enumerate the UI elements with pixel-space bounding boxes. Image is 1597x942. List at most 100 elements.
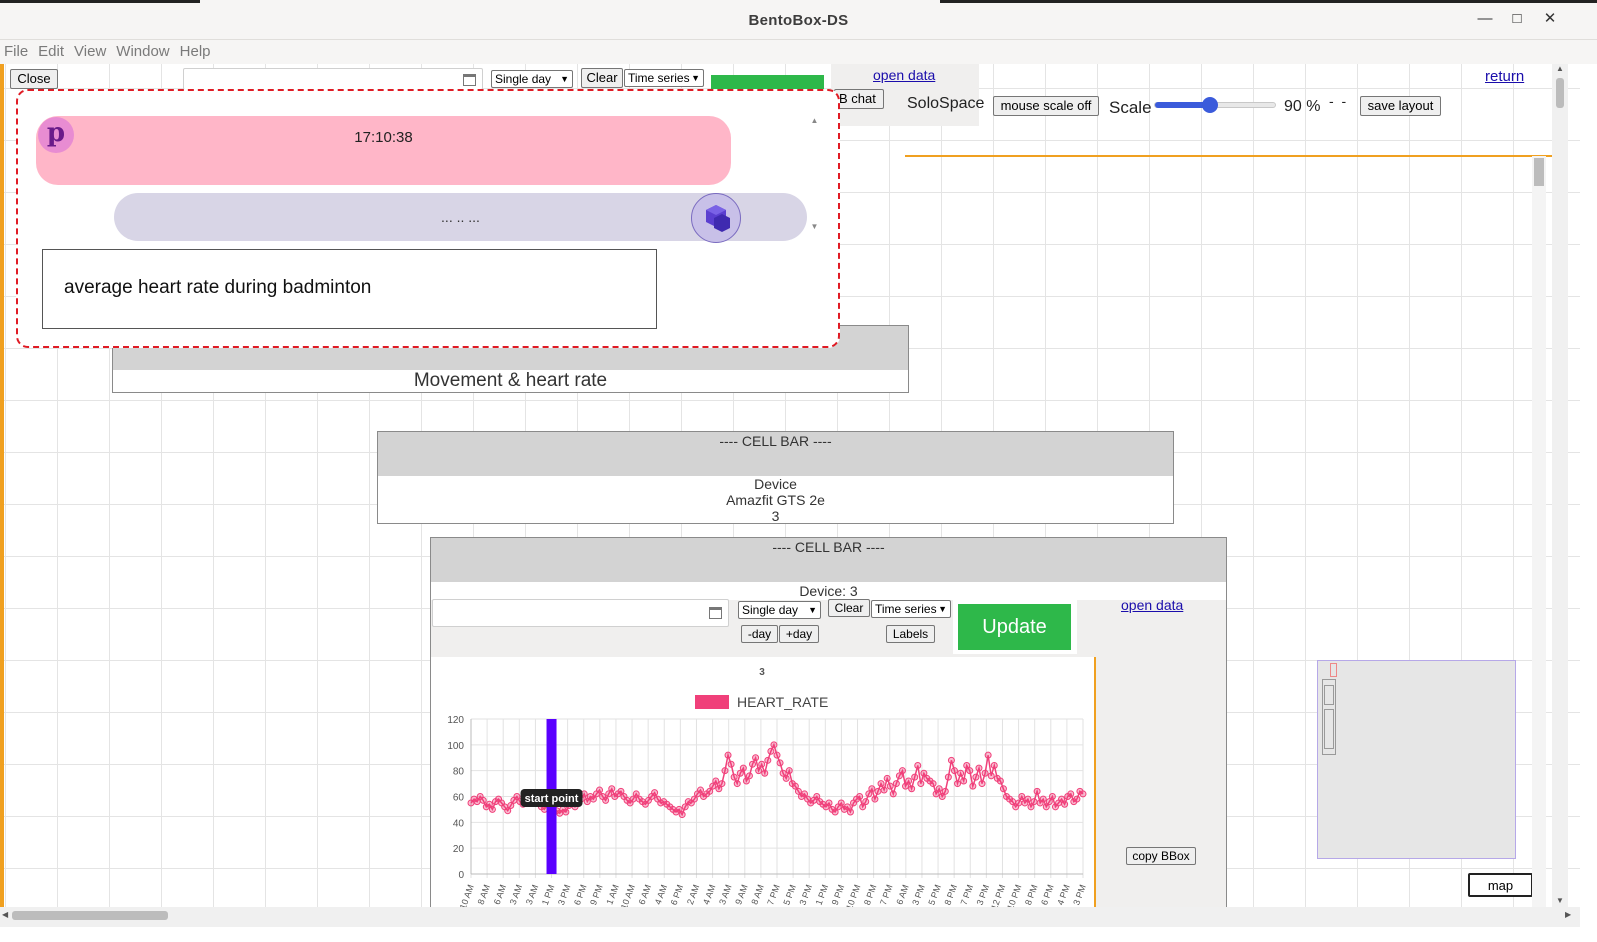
heart-rate-point	[950, 767, 958, 775]
heart-rate-point	[706, 787, 714, 795]
scale-slider[interactable]	[1154, 97, 1276, 113]
vertical-scrollbar[interactable]: ▲ ▼	[1552, 64, 1568, 907]
y-tick-label: 40	[453, 818, 465, 829]
plus-day-button[interactable]: +day	[779, 625, 819, 643]
calendar-icon[interactable]	[463, 74, 476, 86]
heart-rate-point	[868, 785, 876, 793]
window-titlebar: BentoBox-DS — □ ✕	[0, 0, 1597, 40]
heart-rate-point	[712, 777, 720, 785]
update-button[interactable]: Update	[958, 604, 1071, 650]
range-select-top[interactable]: Single day ▼	[491, 70, 573, 88]
calendar-icon[interactable]	[709, 607, 722, 619]
heart-rate-point	[941, 787, 949, 795]
heart-rate-point	[733, 780, 741, 788]
minimize-icon[interactable]: —	[1477, 10, 1493, 27]
menu-file[interactable]: File	[4, 43, 29, 60]
inner-vertical-scrollbar[interactable]	[1532, 156, 1546, 907]
minimap-viewport[interactable]	[1330, 663, 1337, 677]
menu-help[interactable]: Help	[179, 43, 211, 60]
clear-button[interactable]: Clear	[828, 599, 870, 617]
view-select[interactable]: Time series ▼	[871, 600, 951, 618]
minus-day-button[interactable]: -day	[741, 625, 778, 643]
date-input-top[interactable]	[183, 68, 483, 90]
heart-rate-point	[715, 785, 723, 793]
heart-rate-chart[interactable]: 3 HEART_RATE 0 20 40 60 80 100 120 10 AM 8 AM 6 AM 3…	[431, 657, 1094, 911]
clear-button-top[interactable]: Clear	[581, 68, 623, 88]
heart-rate-point	[770, 741, 778, 749]
date-input[interactable]	[432, 599, 729, 627]
menu-view[interactable]: View	[74, 43, 107, 60]
labels-button[interactable]: Labels	[886, 625, 935, 643]
heart-rate-point	[871, 795, 879, 803]
view-select-top[interactable]: Time series ▼	[624, 69, 704, 87]
heart-rate-point	[954, 780, 962, 788]
heart-rate-point	[1067, 790, 1075, 798]
scroll-up-icon[interactable]: ▲	[1556, 64, 1564, 73]
menu-edit[interactable]: Edit	[38, 43, 65, 60]
open-data-link-top[interactable]: open data	[873, 67, 936, 83]
heart-rate-point	[877, 780, 885, 788]
x-tick-label: 9 PM	[830, 883, 847, 906]
x-tick-label: 3 PM	[910, 883, 927, 906]
save-layout-button[interactable]: save layout	[1360, 96, 1441, 116]
heart-rate-point	[1042, 803, 1050, 811]
heart-rate-point	[488, 805, 496, 813]
x-tick-label: 3 PM	[975, 883, 992, 906]
b-chat-button[interactable]: B chat	[834, 89, 884, 109]
heart-rate-point	[999, 785, 1007, 793]
chat-input[interactable]: average heart rate during badminton	[42, 249, 657, 329]
legend-label: HEART_RATE	[737, 694, 828, 710]
x-tick-label: 10 AM	[619, 883, 637, 907]
range-select[interactable]: Single day ▼	[738, 601, 821, 619]
heart-rate-point	[1073, 795, 1081, 803]
window-title: BentoBox-DS	[748, 12, 849, 29]
scroll-down-icon[interactable]: ▼	[1556, 896, 1564, 905]
scale-slider-thumb[interactable]	[1201, 97, 1218, 113]
scroll-left-icon[interactable]: ◀	[2, 910, 9, 919]
update-button-top[interactable]	[711, 75, 824, 91]
inner-scroll-thumb[interactable]	[1534, 158, 1544, 186]
heart-rate-point	[1045, 798, 1053, 806]
close-icon[interactable]: ✕	[1543, 10, 1557, 27]
chevron-down-icon: ▼	[808, 605, 817, 615]
heart-rate-point	[889, 790, 897, 798]
maximize-icon[interactable]: □	[1512, 10, 1522, 27]
vertical-scroll-thumb[interactable]	[1556, 78, 1564, 108]
heart-rate-point	[504, 807, 512, 815]
start-point-label: start point	[525, 793, 579, 805]
open-data-link[interactable]: open data	[1121, 597, 1184, 613]
heart-rate-point	[730, 773, 738, 781]
x-tick-label: 1 AM	[604, 883, 620, 906]
horizontal-scroll-thumb[interactable]	[12, 911, 168, 920]
heart-rate-point	[485, 800, 493, 808]
menu-window[interactable]: Window	[116, 43, 170, 60]
heart-rate-point	[507, 802, 515, 810]
scroll-down-icon[interactable]: ▼	[810, 222, 819, 231]
heart-rate-point	[801, 790, 809, 798]
return-link[interactable]: return	[1485, 68, 1525, 85]
horizontal-scrollbar[interactable]: ◀ ▶	[0, 907, 1580, 927]
left-accent-edge	[0, 64, 4, 907]
heart-rate-point	[602, 796, 610, 804]
copy-bbox-button[interactable]: copy BBox	[1126, 847, 1196, 865]
device-name: Amazfit GTS 2e	[726, 492, 825, 508]
heart-rate-point	[862, 798, 870, 806]
close-button[interactable]: Close	[10, 69, 58, 89]
heart-rate-point	[1061, 800, 1069, 808]
heart-rate-point	[675, 805, 683, 813]
mouse-scale-button[interactable]: mouse scale off	[993, 96, 1099, 116]
heart-rate-point	[767, 747, 775, 755]
heart-rate-point	[1058, 795, 1066, 803]
scroll-right-icon[interactable]: ▶	[1565, 910, 1572, 919]
scroll-up-icon[interactable]: ▲	[810, 116, 819, 125]
cell-bar-device: ---- CELL BAR ---- Device Amazfit GTS 2e…	[377, 431, 1174, 524]
chat-scrollbar[interactable]: ▲ ▼	[807, 116, 822, 241]
heart-rate-point	[794, 787, 802, 795]
minimap[interactable]	[1317, 660, 1516, 859]
map-button[interactable]: map	[1468, 873, 1533, 897]
heart-rate-point	[987, 772, 995, 780]
heart-rate-point	[825, 799, 833, 807]
x-tick-label: 9 PM	[588, 883, 605, 906]
heart-rate-point	[917, 780, 925, 788]
